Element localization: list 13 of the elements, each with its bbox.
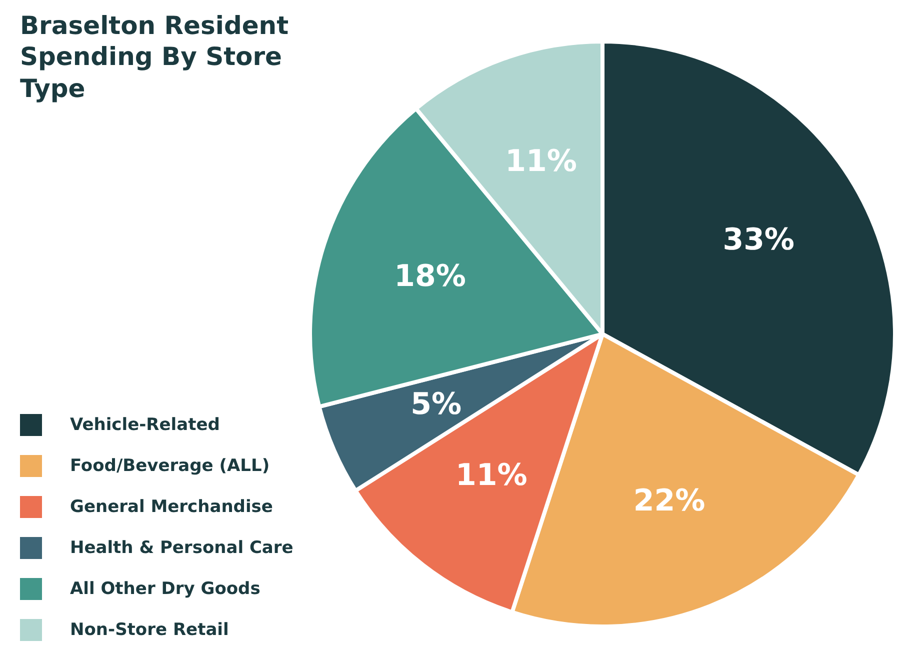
legend-label: Health & Personal Care bbox=[70, 538, 294, 558]
data-label: 22% bbox=[633, 483, 706, 518]
data-label: 33% bbox=[722, 222, 794, 258]
data-label: 11% bbox=[455, 458, 528, 494]
chart-title: Braselton Resident Spending By Store Type bbox=[20, 10, 290, 104]
legend-label: All Other Dry Goods bbox=[70, 578, 260, 598]
legend-label: Food/Beverage (ALL) bbox=[70, 456, 270, 476]
legend-label: Non-Store Retail bbox=[70, 620, 229, 640]
legend-label: General Merchandise bbox=[70, 496, 273, 516]
legend-label: Vehicle-Related bbox=[70, 414, 220, 434]
data-label: 5% bbox=[410, 386, 462, 422]
data-label: 11% bbox=[505, 144, 577, 180]
data-label: 18% bbox=[394, 258, 466, 294]
